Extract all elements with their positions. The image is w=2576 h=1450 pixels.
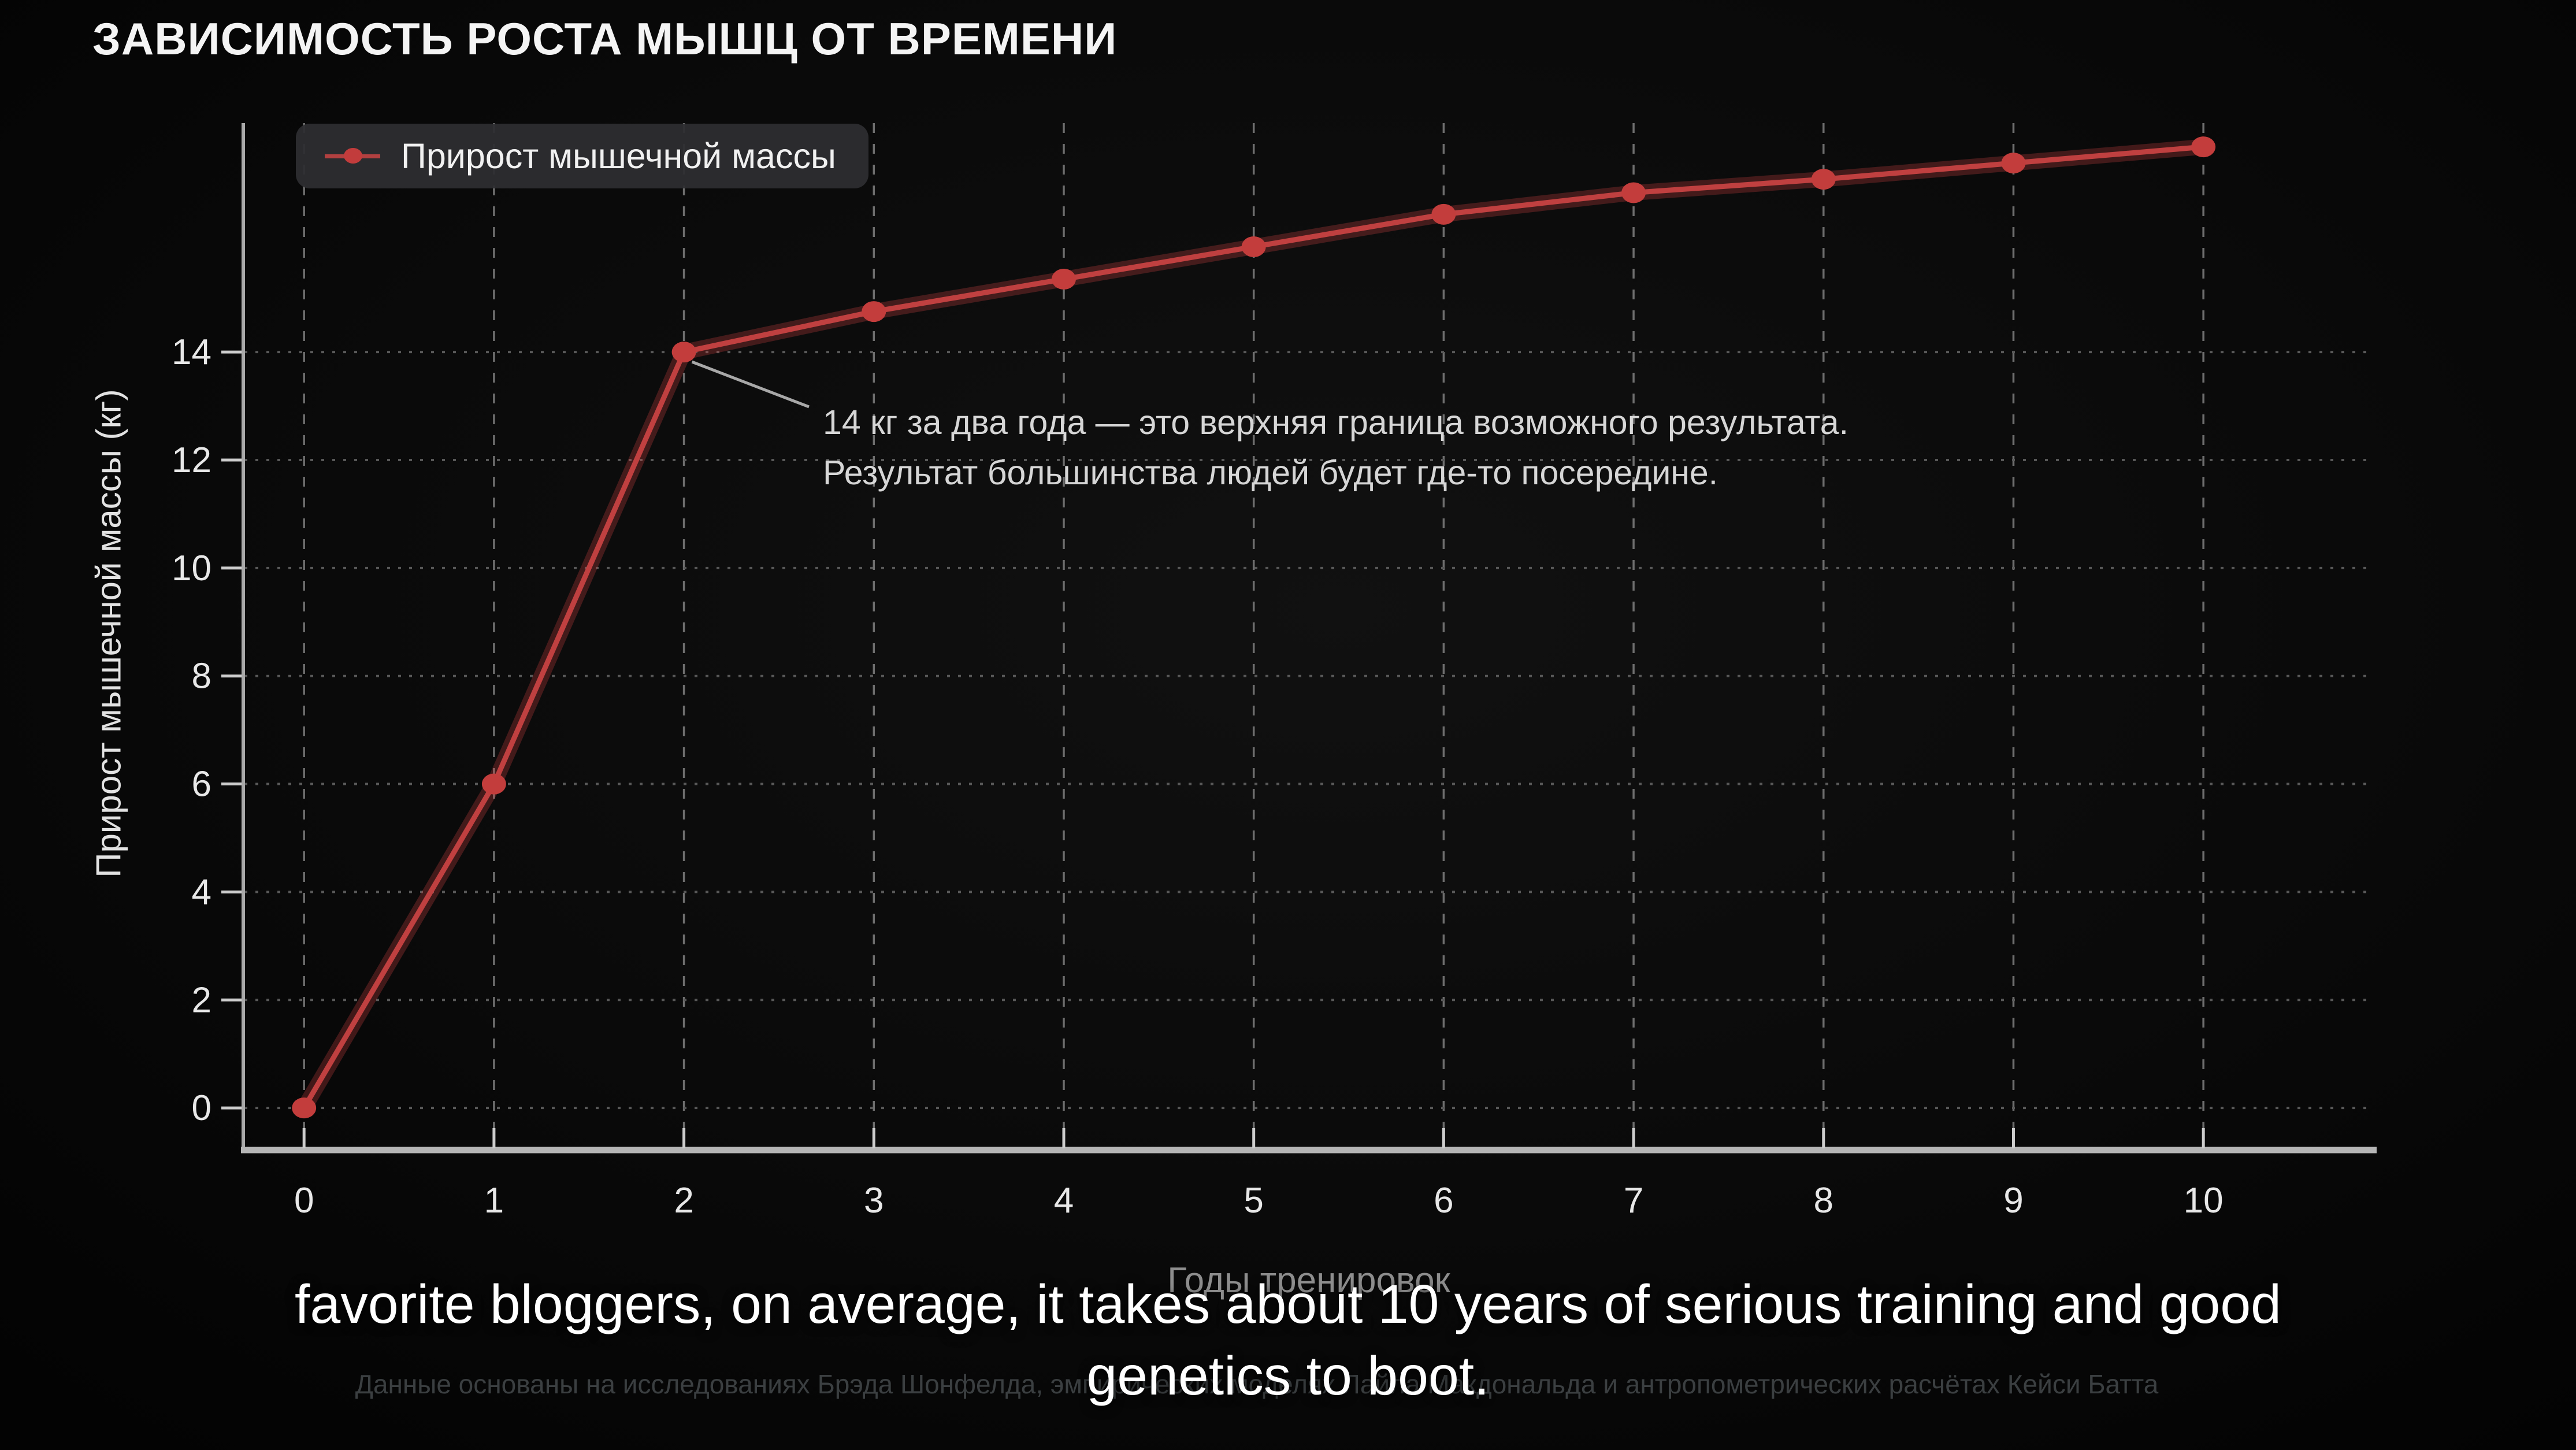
subtitle-caption-line-1: favorite bloggers, on average, it takes … <box>295 1274 2281 1335</box>
x-tick-label: 10 <box>2184 1181 2224 1221</box>
y-tick-label: 6 <box>192 765 211 804</box>
x-tick-label: 4 <box>1054 1181 1074 1221</box>
subtitle-caption-line-2: genetics to boot. <box>1086 1345 1490 1407</box>
x-tick-label: 6 <box>1434 1181 1453 1221</box>
y-tick-label: 0 <box>192 1088 211 1128</box>
data-point <box>671 342 696 363</box>
legend: Прирост мышечной массы <box>296 124 868 188</box>
data-point <box>1811 169 1836 190</box>
data-sources-footnote: Данные основаны на исследованиях Брэда Ш… <box>355 1369 2159 1399</box>
x-axis-title: Годы тренировок <box>1167 1260 1450 1300</box>
data-point <box>1241 236 1266 257</box>
data-point <box>292 1097 317 1119</box>
annotation-leader-line <box>691 360 810 409</box>
page-title: ЗАВИСИМОСТЬ РОСТА МЫШЦ ОТ ВРЕМЕНИ <box>92 13 1118 64</box>
annotation: 14 кг за два года — это верхняя граница … <box>823 398 1849 499</box>
data-point <box>862 301 886 322</box>
y-tick-label: 12 <box>172 440 211 480</box>
data-point <box>1431 203 1456 225</box>
data-point <box>2001 153 2026 174</box>
legend-line-marker-icon <box>325 147 380 165</box>
data-point <box>2191 136 2216 158</box>
x-tick-label: 1 <box>484 1181 504 1221</box>
data-point <box>1621 182 1646 203</box>
annotation-line-2: Результат большинства людей будет где-то… <box>823 454 1718 492</box>
x-tick-label: 5 <box>1244 1181 1263 1221</box>
x-tick-label: 2 <box>674 1181 693 1221</box>
y-tick-label: 2 <box>192 980 211 1020</box>
y-tick-label: 14 <box>172 332 211 372</box>
subtitle-caption: favorite bloggers, on average, it takes … <box>0 1269 2576 1412</box>
annotation-line-1: 14 кг за два года — это верхняя граница … <box>823 403 1849 442</box>
data-point <box>481 773 506 795</box>
y-tick-label: 8 <box>192 657 211 696</box>
legend-label: Прирост мышечной массы <box>401 136 836 176</box>
x-tick-label: 8 <box>1814 1181 1833 1221</box>
y-tick-label: 10 <box>172 548 211 588</box>
y-axis-title: Прирост мышечной массы (кг) <box>89 389 128 878</box>
x-tick-label: 3 <box>864 1181 884 1221</box>
data-point <box>1051 269 1076 290</box>
y-tick-label: 4 <box>192 872 211 912</box>
x-tick-label: 0 <box>294 1181 314 1221</box>
x-tick-label: 9 <box>2003 1181 2023 1221</box>
x-tick-label: 7 <box>1624 1181 1643 1221</box>
